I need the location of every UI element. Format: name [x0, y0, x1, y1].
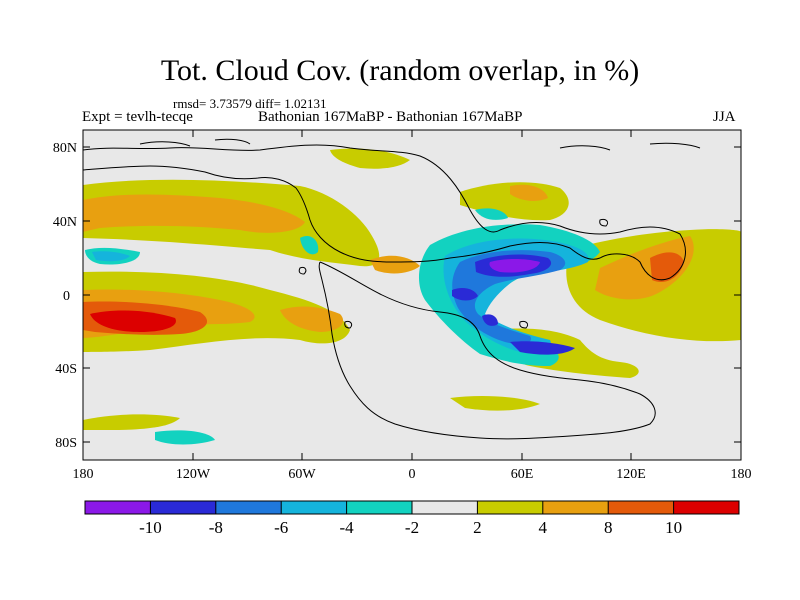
colorbar-box-3 [215, 501, 282, 514]
negative-anomaly-below-10 [489, 259, 540, 273]
lat-label-40s: 40S [55, 362, 77, 377]
colorbar-label-8: 8 [604, 518, 613, 537]
positive-anomaly-above-10 [90, 310, 176, 332]
lon-label-180e: 180 [731, 467, 752, 482]
colorbar-label-1: -10 [139, 518, 162, 537]
colorbar-box-9 [608, 501, 674, 514]
lat-label-40n: 40N [53, 215, 77, 230]
anomaly-fields [83, 138, 741, 445]
colorbar-label-7: 4 [539, 518, 548, 537]
colorbar-label-2: -8 [209, 518, 223, 537]
colorbar-box-8 [542, 501, 609, 514]
colorbar-label-4: -4 [340, 518, 355, 537]
colorbar [84, 500, 740, 515]
lon-label-60e: 60E [511, 467, 534, 482]
colorbar-label-5: -2 [405, 518, 419, 537]
coastlines [83, 138, 701, 440]
season-label: JJA [713, 109, 736, 125]
chart-title: Tot. Cloud Cov. (random overlap, in %) [160, 54, 640, 87]
stats-label: rmsd= 3.73579 diff= 1.02131 [173, 96, 327, 111]
lon-label-120w: 120W [176, 467, 211, 482]
lon-label-0: 0 [409, 467, 416, 482]
lat-label-80s: 80S [55, 436, 77, 451]
colorbar-labels: -10 -8 -6 -4 -2 2 4 8 10 [139, 518, 682, 537]
longitude-labels: 180 120W 60W 0 60E 120E 180 [73, 467, 752, 482]
colorbar-label-6: 2 [473, 518, 482, 537]
colorbar-label-3: -6 [274, 518, 288, 537]
colorbar-box-4 [281, 501, 347, 514]
colorbar-box-2 [150, 501, 216, 514]
longitude-ticks [192, 130, 632, 460]
lon-label-60w: 60W [288, 467, 316, 482]
lat-label-80n: 80N [53, 141, 77, 156]
experiment-label: Expt = tevlh-tecqe [82, 109, 193, 125]
comparison-label: Bathonian 167MaBP - Bathonian 167MaBP [258, 109, 523, 125]
colorbar-box-10 [673, 501, 739, 514]
colorbar-label-9: 10 [665, 518, 682, 537]
colorbar-box-6 [412, 501, 478, 514]
lat-label-0: 0 [63, 289, 70, 304]
lon-label-180w: 180 [73, 467, 94, 482]
colorbar-box-1 [85, 501, 151, 514]
latitude-ticks [83, 146, 741, 443]
colorbar-box-7 [477, 501, 543, 514]
colorbar-box-5 [346, 501, 412, 514]
lon-label-120e: 120E [616, 467, 646, 482]
latitude-labels: 80N 40N 0 40S 80S [53, 141, 77, 451]
